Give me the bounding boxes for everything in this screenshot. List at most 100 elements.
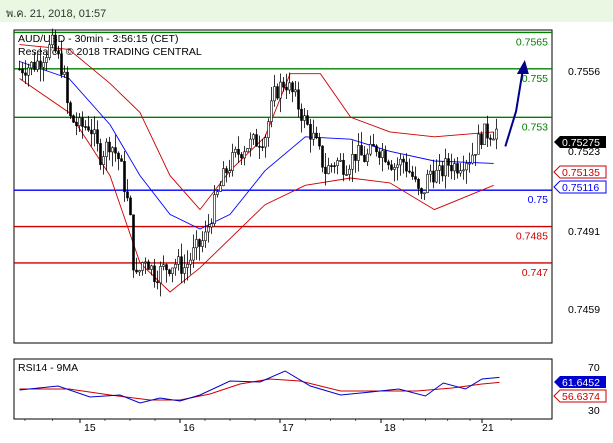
candle-body [111,147,114,153]
candle-body [315,132,318,139]
candle-body [489,137,492,140]
candlestick [210,218,213,234]
candle-body [342,159,345,175]
price-level-label: 0.75 [528,194,549,206]
x-tick-label: 17 [282,422,294,434]
candlestick [51,28,54,49]
candlestick [114,134,117,162]
candle-body [75,121,78,126]
candlestick [336,157,339,175]
candlestick [258,135,261,160]
candle-body [321,145,324,168]
candle-body [366,153,369,162]
candle-body [408,170,411,173]
candle-body [225,168,228,174]
candle-body [138,270,141,273]
bollinger-upper-line [19,44,494,211]
candlestick [315,126,318,140]
candlestick [117,151,120,171]
candlestick [141,261,144,276]
candlestick [345,165,348,176]
candlestick [168,268,171,277]
candle-body [387,161,390,166]
candlestick [414,166,417,183]
candle-body [102,156,105,165]
candle-body [30,61,33,69]
date-bar: พ.ค. 21, 2018, 01:57 [0,0,613,22]
candlestick [441,161,444,182]
candlestick [42,56,45,82]
candle-body [207,226,210,233]
candlestick [396,157,399,181]
candlestick [456,157,459,179]
x-tick-label: 21 [482,422,494,434]
candlestick [408,158,411,174]
candlestick [183,254,186,284]
candlestick [381,143,384,172]
candle-body [306,115,309,125]
candle-body [297,89,300,110]
candlestick [303,108,306,129]
candle-body [99,143,102,165]
candle-body [396,164,399,168]
candlestick [246,148,249,153]
candlestick [477,124,480,155]
candlestick [432,159,435,189]
candlestick [363,146,366,163]
candlestick [402,155,405,174]
candle-body [444,158,447,177]
candle-body [303,115,306,121]
candle-body [273,86,276,102]
candle-body [288,82,291,91]
candlestick [447,153,450,177]
candlestick [309,118,312,153]
candle-body [159,266,162,284]
candle-body [426,174,429,194]
candlestick [129,195,132,216]
candle-body [180,256,183,274]
candle-body [54,34,57,52]
candle-body [129,197,132,216]
candlestick [135,257,138,275]
candle-body [246,148,249,153]
candle-body [45,57,48,63]
candle-body [327,165,330,174]
candle-body [363,154,366,162]
candle-body [465,163,468,171]
candlestick [171,267,174,283]
candlestick [108,136,111,161]
candlestick [357,133,360,172]
candle-body [381,150,384,158]
value-badge-moving-average: 0.75116 [553,180,607,194]
y-tick-label: 0.7523 [568,146,600,158]
candlestick [72,114,75,123]
candlestick [240,152,243,165]
candlestick [297,81,300,118]
candlestick [177,249,180,271]
candlestick [468,152,471,173]
candlestick [270,87,273,128]
candle-body [459,170,462,174]
candle-body [324,166,327,174]
candlestick [291,80,294,103]
candlestick [180,243,183,284]
y-tick-label: 0.7491 [568,226,600,238]
candlestick [327,157,330,175]
candlestick [453,158,456,181]
candle-body [141,262,144,271]
candlestick [30,61,33,76]
candle-body [120,158,123,162]
candle-body [345,174,348,176]
candle-body [267,121,270,138]
candle-body [42,62,45,68]
candle-body [354,154,357,161]
price-level-label: 0.7485 [516,231,548,243]
candle-body [210,223,213,228]
rsi-tick-label: 30 [588,405,600,417]
candlestick [63,65,66,78]
candle-body [294,89,297,93]
candlestick [225,165,228,183]
candle-body [186,264,189,268]
candlestick [204,220,207,248]
candlestick [237,136,240,163]
